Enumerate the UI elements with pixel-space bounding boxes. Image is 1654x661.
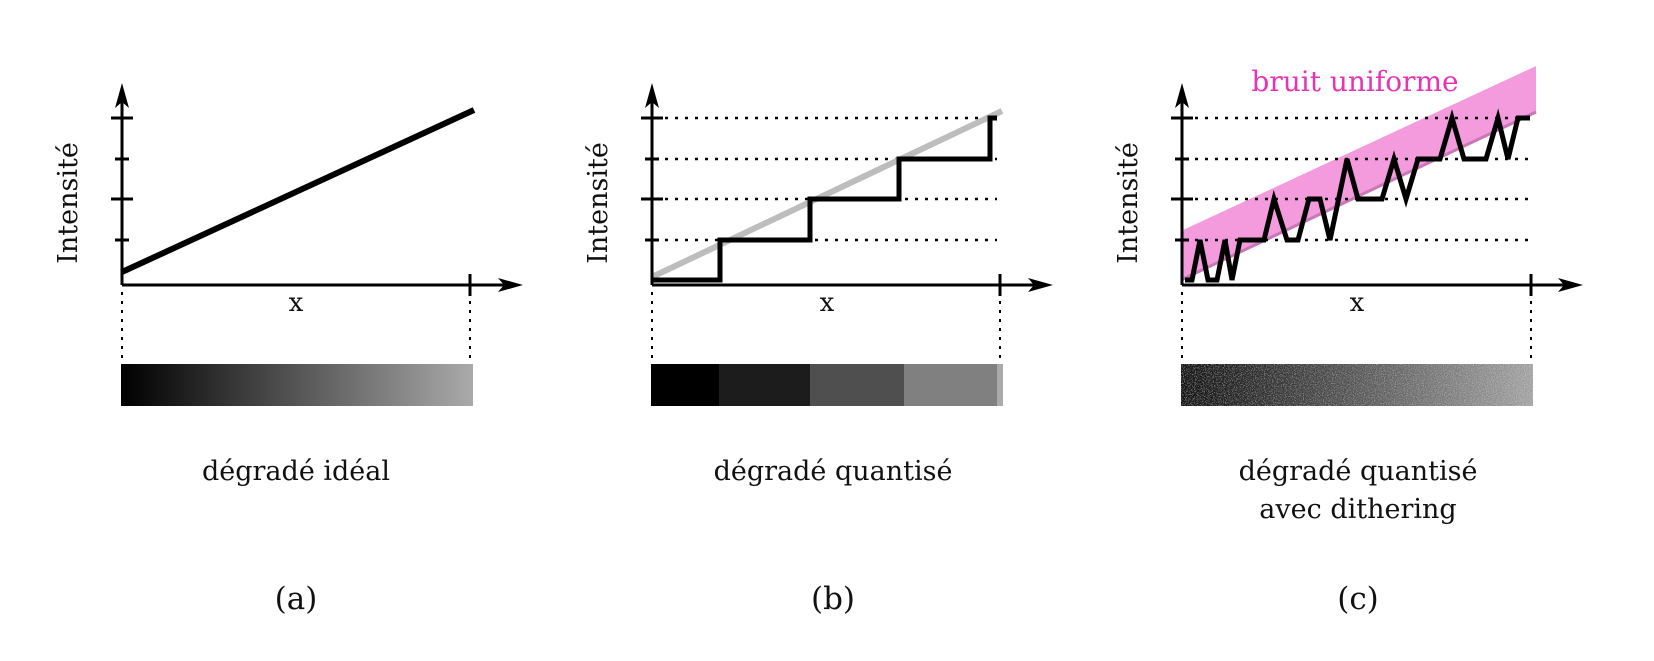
gradient-band (904, 364, 997, 406)
panel-label: (c) (1337, 581, 1379, 617)
caption-line: dégradé idéal (202, 456, 390, 487)
panel-b-axes (641, 98, 1038, 296)
x-axis-arrow (498, 278, 523, 292)
noise-label: bruit uniforme (1251, 65, 1458, 98)
panel-a: Intensité x dégradé idéal (a) (53, 83, 523, 617)
guide-lines (1181, 292, 1532, 364)
ideal-ramp-line (120, 107, 476, 275)
x-axis-label: x (1350, 288, 1365, 318)
dithered-gradient-bar (1181, 364, 1533, 406)
panel-label: (a) (275, 581, 318, 617)
caption-line: dégradé quantisé (714, 456, 953, 487)
y-axis-label: Intensité (583, 142, 614, 264)
caption-line: dégradé quantisé (1239, 456, 1478, 487)
y-axis-label: Intensité (1113, 142, 1144, 264)
ideal-ramp-ghost-line (650, 108, 1004, 280)
x-axis-arrow (1558, 278, 1583, 292)
panel-c: bruit uniforme Intensité x dégradé quant… (1113, 65, 1583, 617)
guide-lines (121, 292, 471, 364)
panel-c-axes (1171, 98, 1568, 296)
quantized-staircase (652, 115, 997, 283)
gradient-band (719, 364, 810, 406)
smooth-gradient-bar (121, 364, 473, 406)
guide-lines (651, 292, 1001, 364)
x-axis-label: x (289, 288, 304, 318)
y-axis-arrow (115, 83, 129, 108)
panel-a-axes (111, 98, 508, 296)
gradient-band (810, 364, 904, 406)
x-axis-arrow (1028, 278, 1053, 292)
panel-label: (b) (811, 581, 855, 617)
y-axis-arrow (1175, 83, 1189, 108)
gradient-band (651, 364, 719, 406)
gradient-band (997, 364, 1003, 406)
y-axis-arrow (645, 83, 659, 108)
x-axis-label: x (820, 288, 835, 318)
y-axis-label: Intensité (53, 142, 84, 264)
caption-line: avec dithering (1259, 494, 1456, 525)
stepped-gradient-bar (651, 364, 1003, 406)
dithered-signal (1185, 108, 1530, 283)
panel-b: Intensité x dégradé quantisé (b) (583, 83, 1053, 617)
